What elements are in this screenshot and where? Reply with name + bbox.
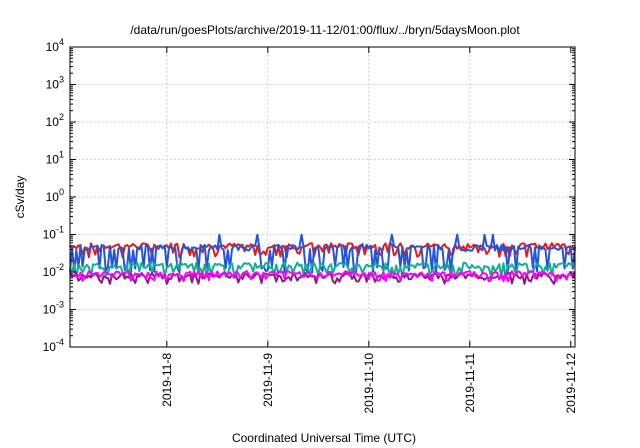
x-tick-label: 2019-11-10 [362, 353, 376, 414]
chart-title: /data/run/goesPlots/archive/2019-11-12/0… [130, 23, 520, 37]
y-axis-title: cSv/day [13, 176, 27, 219]
x-axis: 2019-11-8 2019-11-9 2019-11-10 2019-11-11 20… [160, 47, 578, 414]
x-tick-label: 2019-11-11 [463, 353, 477, 413]
y-tick-label: 10-2 [43, 262, 64, 279]
series-group [69, 233, 576, 285]
x-tick-label: 2019-11-8 [160, 353, 174, 407]
y-tick-label: 10-1 [43, 225, 64, 242]
grid [70, 47, 575, 347]
y-tick-label: 104 [46, 37, 64, 54]
y-tick-label: 10-4 [43, 337, 64, 354]
y-tick-label: 102 [46, 112, 64, 129]
x-axis-title: Coordinated Universal Time (UTC) [232, 431, 416, 445]
y-tick-label: 10-3 [43, 300, 64, 317]
series-line-3 [69, 261, 576, 279]
y-tick-label: 101 [46, 150, 64, 167]
y-tick-label: 100 [46, 187, 64, 204]
y-tick-label: 103 [46, 75, 64, 92]
series-line-2 [69, 233, 576, 274]
x-tick-label: 2019-11-9 [261, 353, 275, 407]
x-tick-label: 2019-11-12 [564, 353, 578, 414]
y-axis: 10-4 10-3 10-2 10-1 100 101 102 103 104 [43, 37, 575, 354]
series-line-5 [69, 270, 576, 283]
